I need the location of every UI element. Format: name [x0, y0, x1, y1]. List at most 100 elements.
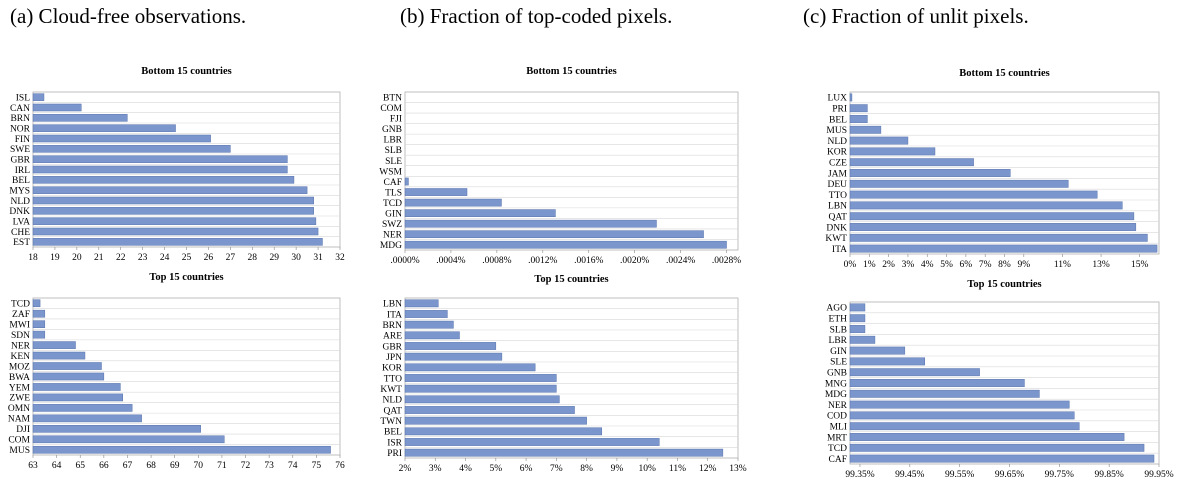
- category-label: FIN: [15, 135, 30, 145]
- category-label: MYS: [9, 186, 30, 196]
- bar-bel: [404, 427, 603, 436]
- bar-mrt: [849, 433, 1125, 441]
- category-label: ARE: [383, 332, 402, 342]
- tick-label: 66: [99, 461, 109, 471]
- bar-mus: [849, 125, 882, 134]
- category-label: QAT: [384, 406, 403, 416]
- category-label: FJI: [390, 115, 402, 125]
- bar-mus: [32, 445, 331, 454]
- category-label: ZAF: [12, 310, 30, 320]
- tick-label: 23: [138, 253, 148, 263]
- bar-tto: [849, 190, 1098, 199]
- category-label: AGO: [826, 304, 847, 314]
- bar-kwt: [849, 233, 1148, 242]
- bar-brn: [32, 114, 128, 122]
- category-label: TLS: [385, 188, 402, 198]
- category-label: ETH: [829, 315, 848, 325]
- category-label: OMN: [8, 404, 30, 414]
- tick-label: 74: [288, 461, 298, 471]
- category-label: MDG: [825, 390, 847, 400]
- tick-label: 9%: [611, 464, 624, 474]
- bar-caf: [404, 177, 409, 186]
- bar-jam: [849, 169, 1011, 177]
- tick-label: 30: [291, 253, 301, 263]
- tick-label: 7%: [979, 260, 992, 270]
- category-label: SLE: [830, 358, 847, 368]
- tick-label: 99.65%: [995, 470, 1024, 480]
- category-label: NLD: [382, 396, 402, 406]
- tick-label: 73: [264, 461, 274, 471]
- bar-mli: [849, 422, 1080, 431]
- category-label: GNB: [382, 125, 402, 135]
- category-label: KWT: [380, 385, 402, 395]
- tick-label: 2%: [882, 260, 895, 270]
- bar-tcd: [32, 299, 41, 308]
- category-label: NER: [828, 401, 848, 411]
- bar-mwi: [32, 320, 46, 328]
- tick-label: 6%: [960, 260, 973, 270]
- bar-brn: [404, 320, 454, 329]
- bar-kor: [404, 363, 536, 372]
- bar-tcd: [404, 198, 502, 207]
- bar-twn: [404, 416, 587, 425]
- tick-label: 19: [50, 253, 60, 263]
- category-label: TCD: [828, 444, 847, 454]
- bar-pri: [849, 104, 868, 113]
- bar-nor: [32, 124, 176, 132]
- category-label: BEL: [829, 115, 847, 125]
- tick-label: 9%: [1017, 260, 1030, 270]
- bar-lbn: [849, 201, 1123, 210]
- tick-label: 99.35%: [845, 470, 874, 480]
- category-label: KWT: [825, 234, 847, 244]
- bar-dji: [32, 425, 201, 433]
- tick-label: 25: [182, 253, 192, 263]
- tick-label: 99.55%: [945, 470, 974, 480]
- bar-can: [32, 103, 82, 112]
- bar-fin: [32, 134, 211, 143]
- tick-label: 0%: [844, 260, 857, 270]
- category-label: SWE: [10, 145, 30, 155]
- bar-lva: [32, 217, 317, 225]
- bar-ner: [404, 230, 704, 239]
- category-label: BRN: [10, 114, 30, 124]
- tick-label: 26: [204, 253, 214, 263]
- category-label: ITA: [387, 310, 402, 320]
- bar-ita: [404, 310, 448, 318]
- tick-label: 13%: [729, 464, 747, 474]
- category-label: NOR: [10, 124, 31, 134]
- bar-ner: [849, 400, 1070, 409]
- bar-bwa: [32, 372, 105, 381]
- bar-ken: [32, 351, 86, 360]
- tick-label: 1%: [863, 260, 876, 270]
- bar-ago: [849, 303, 866, 312]
- bar-che: [32, 227, 319, 236]
- category-label: ISR: [387, 438, 402, 448]
- bar-deu: [849, 179, 1069, 188]
- category-label: MUS: [826, 126, 847, 136]
- bar-zwe: [32, 393, 123, 402]
- tick-label: 22: [116, 253, 126, 263]
- category-label: JPN: [386, 353, 402, 363]
- category-label: NAM: [8, 415, 31, 425]
- bar-gin: [404, 209, 556, 217]
- category-label: TTO: [384, 374, 402, 384]
- category-label: GNB: [827, 369, 847, 379]
- tick-label: 28: [248, 253, 258, 263]
- tick-label: 5%: [940, 260, 953, 270]
- category-label: JAM: [828, 169, 848, 179]
- tick-label: 11%: [669, 464, 686, 474]
- chart-title: Top 15 countries: [534, 274, 608, 285]
- tick-label: 5%: [489, 464, 502, 474]
- bar-omn: [32, 404, 133, 412]
- bar-eth: [849, 314, 866, 323]
- category-label: QAT: [829, 213, 848, 223]
- bar-swe: [32, 145, 231, 153]
- tick-label: 99.75%: [1045, 470, 1074, 480]
- category-label: KOR: [827, 148, 848, 158]
- bar-irl: [32, 165, 288, 174]
- caption-panel-a: (a) Cloud-free observations.: [10, 4, 247, 28]
- tick-label: 99.85%: [1095, 470, 1124, 480]
